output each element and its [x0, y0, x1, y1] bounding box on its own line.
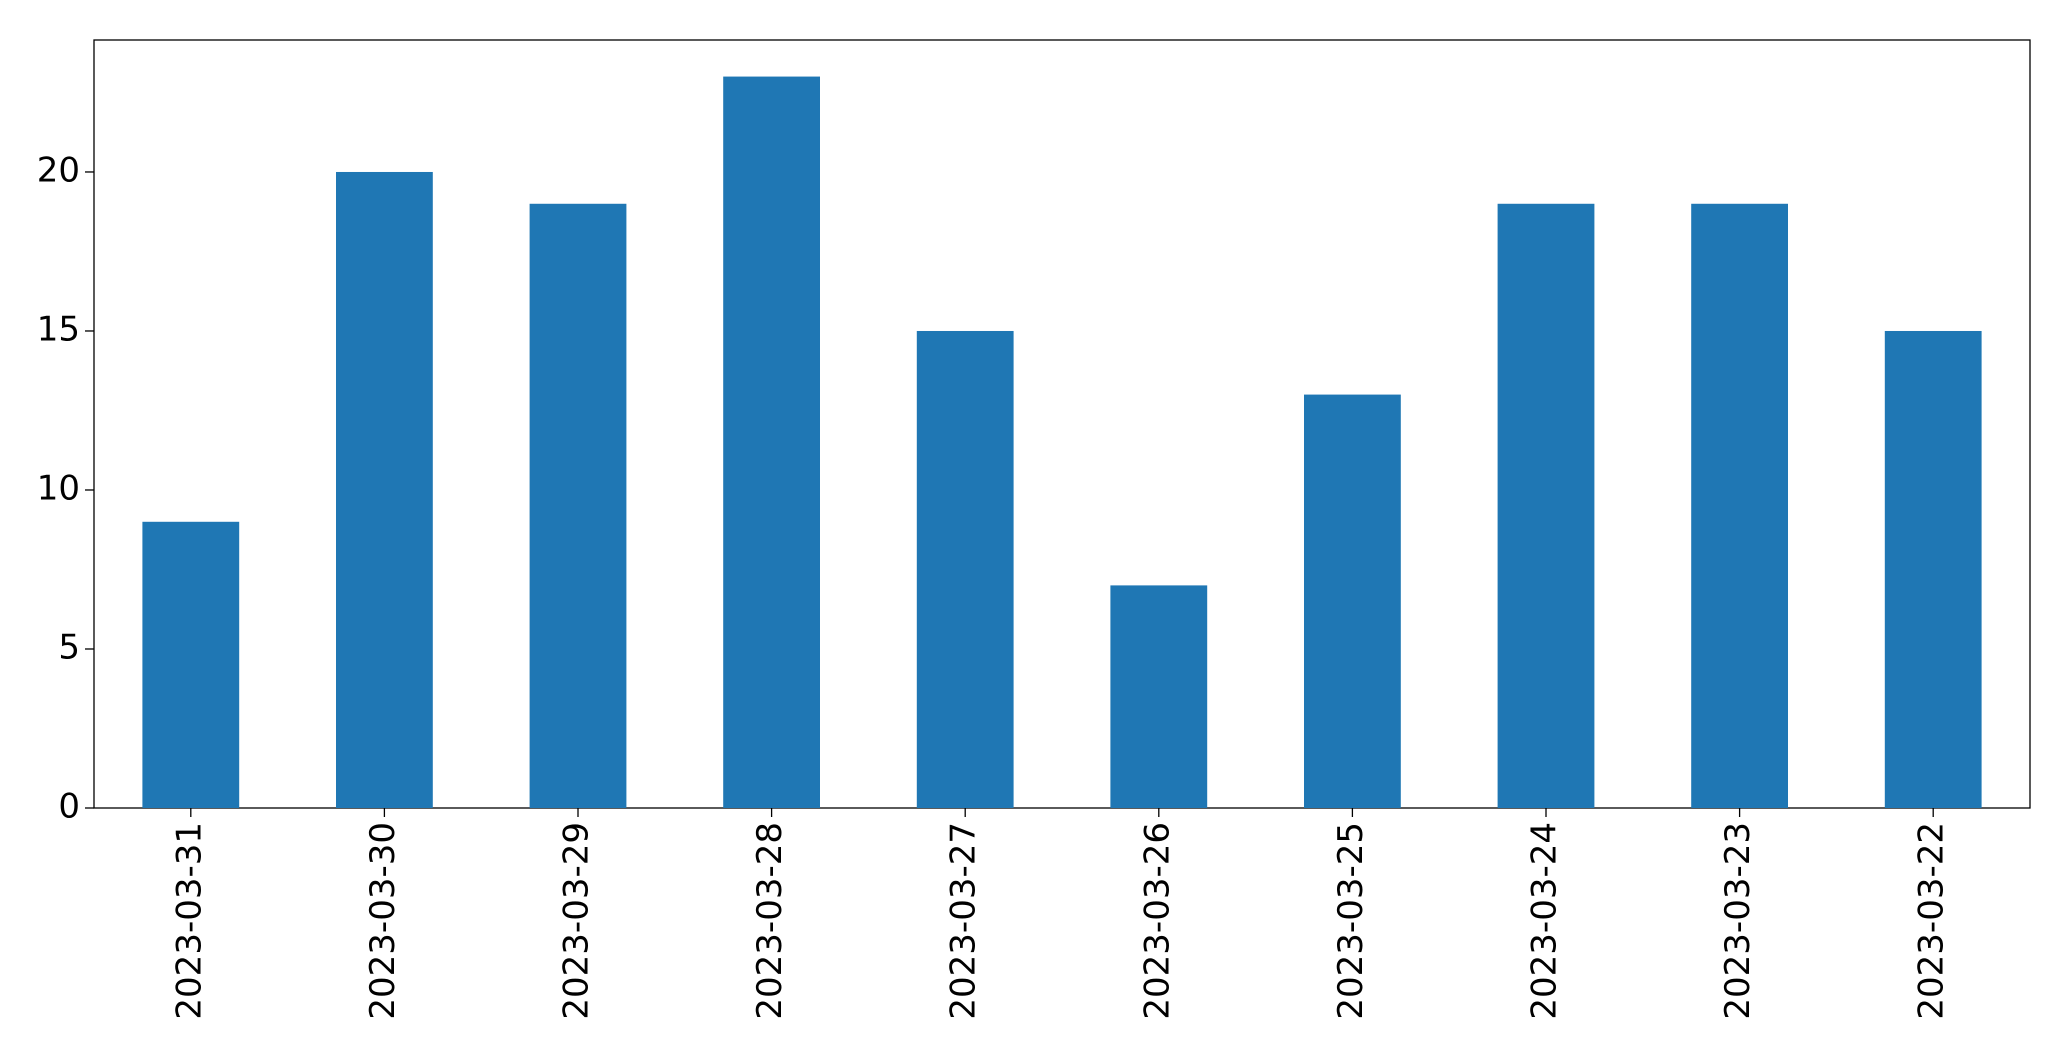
- bar: [336, 171, 433, 808]
- x-tick-label: 2023-03-27: [944, 822, 984, 1020]
- bar: [1497, 203, 1595, 809]
- bar: [1884, 330, 1982, 808]
- x-tick-label: 2023-03-24: [1525, 822, 1565, 1020]
- bar: [1691, 203, 1788, 809]
- y-tick-label: 5: [58, 627, 80, 667]
- x-tick-label: 2023-03-28: [750, 822, 790, 1020]
- bar: [529, 203, 627, 809]
- x-tick-label: 2023-03-29: [557, 822, 597, 1020]
- bar: [916, 330, 1014, 808]
- bar: [142, 521, 240, 808]
- y-tick-label: 10: [37, 468, 80, 508]
- bar: [723, 76, 820, 809]
- y-tick-label: 15: [37, 309, 80, 349]
- bar: [1304, 394, 1401, 808]
- y-tick-label: 20: [37, 150, 80, 190]
- x-tick-label: 2023-03-30: [363, 822, 403, 1020]
- x-tick-label: 2023-03-22: [1912, 822, 1952, 1020]
- x-tick-label: 2023-03-31: [169, 822, 209, 1020]
- bar: [1110, 585, 1208, 808]
- x-tick-label: 2023-03-26: [1137, 822, 1177, 1020]
- y-tick-label: 0: [58, 787, 80, 827]
- plot-frame: [93, 39, 2031, 809]
- x-tick-label: 2023-03-23: [1718, 822, 1758, 1020]
- x-tick-label: 2023-03-25: [1331, 822, 1371, 1020]
